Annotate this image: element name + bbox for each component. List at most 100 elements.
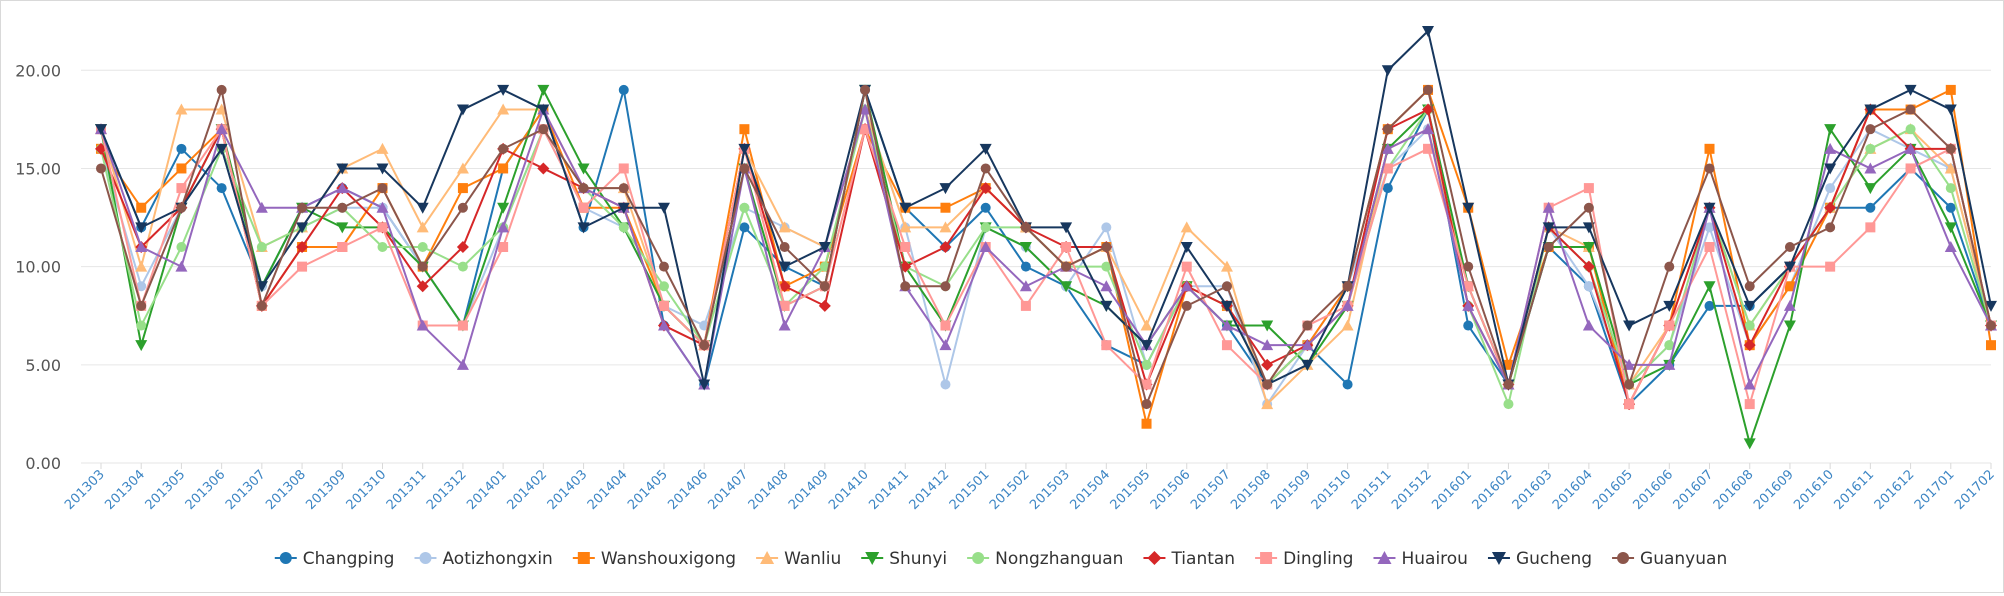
x-tick-label: 201503 [1027, 467, 1073, 513]
data-point [1664, 261, 1675, 272]
data-point [417, 261, 428, 272]
data-point [537, 162, 550, 175]
data-point [1422, 123, 1435, 135]
data-point [1624, 399, 1635, 410]
legend-item-tiantan: Tiantan [1143, 549, 1235, 569]
data-point [1944, 222, 1957, 234]
data-point [578, 202, 589, 213]
data-point [1783, 299, 1796, 311]
data-point [1220, 300, 1233, 312]
legend-item-dingling: Dingling [1255, 549, 1353, 569]
data-point [1783, 320, 1796, 332]
data-point [739, 163, 750, 174]
x-tick-label: 201610 [1791, 467, 1837, 513]
data-point [176, 242, 187, 252]
legend-label: Dingling [1283, 549, 1353, 569]
legend-label: Guanyuan [1640, 549, 1727, 569]
data-point [255, 201, 268, 213]
data-point [1904, 84, 1917, 96]
data-point [1020, 222, 1031, 233]
data-point [979, 241, 992, 252]
data-point [658, 261, 669, 272]
x-tick-label: 201510 [1309, 467, 1355, 513]
legend-item-guanyuan: Guanyuan [1612, 549, 1727, 569]
data-point [657, 319, 670, 331]
data-point [297, 261, 308, 272]
data-point [1381, 65, 1394, 77]
data-point [1220, 319, 1233, 331]
data-point [1945, 143, 1956, 154]
data-point [136, 300, 147, 311]
data-point [940, 379, 951, 390]
data-point [1664, 320, 1675, 331]
data-point [1783, 261, 1796, 273]
x-tick-label: 201411 [866, 467, 912, 513]
data-point [1020, 300, 1031, 311]
data-point [618, 84, 629, 95]
data-point [1704, 300, 1715, 311]
data-point [1825, 222, 1836, 233]
legend-label: Shunyi [889, 549, 947, 569]
x-tick-label: 201504 [1067, 467, 1113, 513]
data-point [1864, 104, 1877, 116]
legend-item-changping: Changping [274, 549, 394, 569]
x-tick-label: 201305 [143, 467, 189, 513]
data-point [175, 103, 188, 115]
data-point [818, 242, 831, 253]
data-point [1582, 319, 1595, 331]
data-point [1503, 379, 1514, 390]
x-tick-label: 201312 [424, 467, 470, 513]
data-point [135, 222, 148, 234]
data-point [1463, 261, 1474, 272]
data-point [1784, 242, 1795, 252]
x-tick-label: 201402 [504, 467, 550, 513]
data-point [980, 163, 991, 174]
data-point [578, 183, 589, 194]
data-point [135, 241, 148, 252]
series-line [100, 88, 1992, 445]
data-point [1261, 358, 1274, 371]
legend-marker [865, 552, 880, 565]
data-point [1985, 300, 1997, 312]
x-tick-label: 201307 [223, 467, 269, 513]
x-tick-label: 201501 [947, 467, 993, 513]
data-point [860, 84, 871, 95]
data-point [778, 280, 791, 293]
data-point [859, 103, 872, 115]
x-tick-label: 201605 [1590, 467, 1636, 513]
legend-label: Wanshouxigong [601, 549, 736, 569]
legend: Changping Aotizhongxin Wanshouxigong Wanliu… [274, 549, 1727, 569]
data-point [1743, 300, 1756, 312]
legend-marker [279, 552, 292, 564]
x-tick-label: 201404 [585, 467, 631, 513]
data-point [1704, 242, 1715, 252]
legend-item-nongzhanguan: Nongzhanguan [967, 549, 1123, 569]
data-point [1301, 339, 1314, 351]
data-point [95, 124, 107, 136]
data-point [1945, 183, 1956, 194]
data-point [818, 299, 831, 312]
data-point [336, 182, 349, 194]
data-point [1100, 300, 1113, 312]
data-point [1060, 222, 1073, 234]
data-point [1463, 281, 1474, 292]
data-point [1704, 222, 1715, 233]
x-tick-label: 201306 [183, 467, 229, 513]
data-point [457, 320, 468, 331]
data-point [979, 143, 992, 155]
data-point [377, 242, 388, 252]
legend-label: Nongzhanguan [995, 549, 1123, 569]
data-point [497, 84, 510, 96]
data-point [1824, 201, 1837, 214]
data-point [376, 201, 389, 213]
data-point [738, 143, 751, 155]
x-tick-label: 201405 [625, 467, 671, 513]
data-point [980, 222, 991, 233]
data-point [456, 162, 469, 174]
x-tick-label: 201406 [665, 467, 711, 513]
data-point [1744, 281, 1755, 292]
data-point [1542, 201, 1555, 213]
data-point [416, 202, 429, 214]
